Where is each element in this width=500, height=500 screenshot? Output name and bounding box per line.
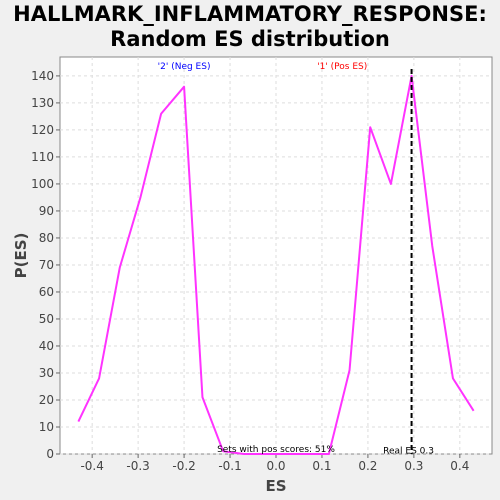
- annotations: '2' (Neg ES) '1' (Pos ES) Sets with pos …: [158, 62, 434, 457]
- data-series: [77, 69, 475, 455]
- x-tick-label: 0.2: [358, 459, 377, 473]
- y-axis-title: P(ES): [12, 233, 30, 279]
- x-tick-label: 0.4: [450, 459, 469, 473]
- pos-scores-footnote: Sets with pos scores: 51%: [217, 445, 335, 455]
- y-tick-label: 50: [39, 312, 54, 326]
- y-tick-label: 40: [39, 339, 54, 353]
- x-axis-title: ES: [265, 477, 286, 495]
- pos-es-annotation: '1' (Pos ES): [317, 62, 367, 72]
- y-tick-label: 70: [39, 258, 54, 272]
- x-tick-label: -0.4: [80, 459, 103, 473]
- x-tick-label: 0.1: [312, 459, 331, 473]
- y-tick-label: 10: [39, 420, 54, 434]
- y-tick-label: 100: [31, 177, 54, 191]
- chart-title: HALLMARK_INFLAMMATORY_RESPONSE:: [13, 2, 487, 26]
- y-tick-label: 120: [31, 123, 54, 137]
- x-tick-label: 0.3: [404, 459, 423, 473]
- y-tick-label: 20: [39, 393, 54, 407]
- x-tick-label: -0.3: [126, 459, 149, 473]
- y-tick-label: 60: [39, 285, 54, 299]
- x-tick-label: -0.1: [218, 459, 241, 473]
- y-tick-label: 130: [31, 96, 54, 110]
- chart-subtitle: Random ES distribution: [110, 27, 390, 51]
- x-tick-label: 0.0: [266, 459, 285, 473]
- y-tick-label: 30: [39, 366, 54, 380]
- chart-title-block: HALLMARK_INFLAMMATORY_RESPONSE: Random E…: [0, 2, 500, 52]
- es-distribution-line: [77, 74, 475, 455]
- y-tick-label: 110: [31, 150, 54, 164]
- y-tick-label: 90: [39, 204, 54, 218]
- real-es-label: Real ES 0.3: [383, 447, 434, 457]
- y-tick-label: 0: [46, 447, 54, 461]
- axes: -0.4 -0.3 -0.2 -0.1 0.0 0.1 0.2 0.3 0.4 0 10 20 30 40…: [31, 69, 469, 473]
- x-tick-label: -0.2: [172, 459, 195, 473]
- grid-lines: [60, 57, 492, 455]
- y-tick-label: 140: [31, 69, 54, 83]
- neg-es-annotation: '2' (Neg ES): [158, 62, 211, 72]
- y-tick-label: 80: [39, 231, 54, 245]
